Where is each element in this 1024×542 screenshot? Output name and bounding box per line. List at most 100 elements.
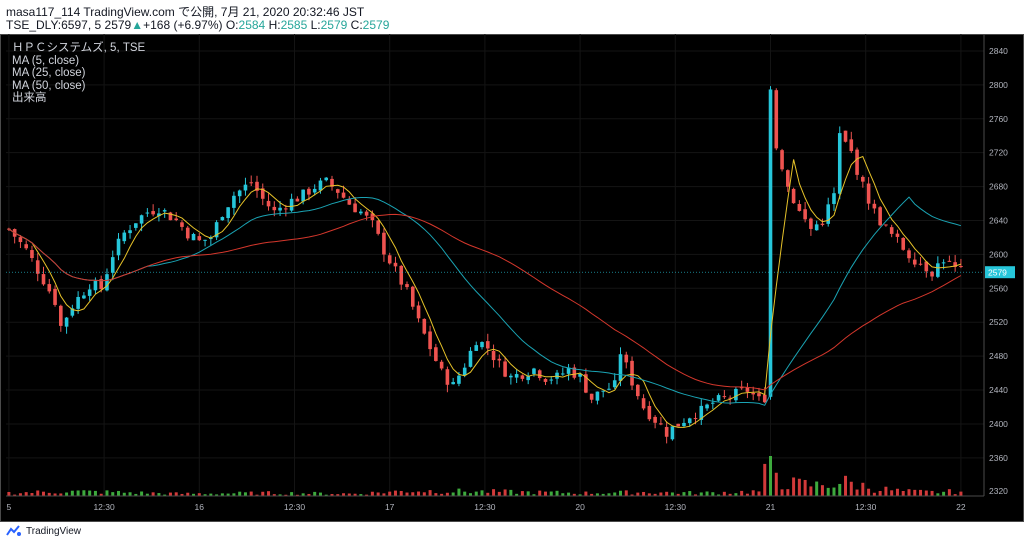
volume-bar <box>388 491 392 496</box>
candle-body <box>237 190 242 197</box>
legend-volume[interactable]: 出来高 <box>12 92 47 104</box>
high-label: H: <box>268 18 281 32</box>
volume-bar <box>301 493 305 496</box>
candle-body <box>243 184 248 191</box>
volume-bar <box>895 488 899 496</box>
candle-body <box>434 347 438 361</box>
candle-body <box>203 239 207 241</box>
volume-bar <box>70 490 74 496</box>
tradingview-brand[interactable]: TradingView <box>6 525 81 537</box>
candle-body <box>520 375 525 379</box>
candle-body <box>422 318 427 334</box>
candle-body <box>474 345 479 351</box>
volume-bar <box>907 489 911 496</box>
volume-bar <box>117 490 121 496</box>
candle-body <box>445 369 450 385</box>
candle-body <box>284 208 288 210</box>
legend-ma5[interactable]: MA (5, close) <box>12 54 80 67</box>
candle-body <box>99 279 104 290</box>
y-tick-label: 2640 <box>989 215 1008 225</box>
legend-ma50[interactable]: MA (50, close) <box>12 79 86 92</box>
legend-ma25[interactable]: MA (25, close) <box>12 67 86 79</box>
volume-bar <box>82 490 86 496</box>
volume-bar <box>42 491 46 496</box>
candle-body <box>953 262 957 267</box>
x-tick-label: 21 <box>766 502 776 512</box>
open-value: 2584 <box>238 18 266 32</box>
candle-body <box>405 284 409 288</box>
candle-body <box>64 317 69 327</box>
candle-body <box>682 422 686 427</box>
candle-body <box>618 354 623 381</box>
candle-body <box>878 207 882 226</box>
low-value: 2579 <box>320 18 348 32</box>
volume-bar <box>769 456 773 496</box>
candle-body <box>220 217 225 221</box>
candle-body <box>912 259 917 265</box>
ma50-line <box>8 213 962 391</box>
volume-bar <box>197 493 201 496</box>
y-tick-label: 2800 <box>989 80 1008 90</box>
candle-body <box>376 220 380 234</box>
candle-body <box>174 218 179 221</box>
candle-body <box>895 233 900 237</box>
volume-bar <box>434 493 438 496</box>
volume-bar <box>601 493 605 496</box>
candle-body <box>624 354 629 363</box>
candle-body <box>595 391 600 401</box>
volume-bar <box>792 477 796 496</box>
volume-bars <box>7 456 963 496</box>
price-change: +168 (+6.97%) <box>143 18 223 32</box>
volume-bar <box>532 494 536 496</box>
close-value: 2579 <box>362 18 390 32</box>
volume-bar <box>705 491 709 496</box>
candle-body <box>803 209 807 220</box>
low-label: L: <box>310 18 321 32</box>
candle-body <box>549 379 554 381</box>
candle-body <box>814 224 819 231</box>
volume-bar <box>803 479 807 496</box>
candle-body <box>353 203 357 213</box>
volume-bar <box>838 483 842 496</box>
price-axis: 2360 2400 2440 2480 2520 2560 2600 2640 2680 2720… <box>983 34 1008 496</box>
candle-body <box>889 227 894 234</box>
y-tick-label: 2680 <box>989 182 1008 192</box>
candle-body <box>387 255 392 264</box>
candle-body <box>630 360 634 386</box>
candle-body <box>768 89 773 397</box>
y-tick-label: 2440 <box>989 385 1008 395</box>
volume-bar <box>359 494 363 496</box>
volume-bar <box>324 494 328 496</box>
last-price: 2579 <box>104 18 132 32</box>
volume-bar <box>93 490 97 496</box>
candle-body <box>312 188 317 193</box>
candle-body <box>382 232 386 255</box>
volume-bar <box>884 486 888 496</box>
volume-bar <box>295 494 299 496</box>
candle-body <box>751 392 756 395</box>
candle-body <box>122 232 127 242</box>
candle-body <box>797 204 802 211</box>
volume-bar <box>774 472 778 496</box>
symbol-title: ＨＰＣシステムズ, 5, TSE <box>12 42 146 54</box>
candle-body <box>503 361 507 377</box>
ma5-line <box>8 155 962 428</box>
candle-body <box>35 260 40 274</box>
candle-body <box>260 188 265 199</box>
candle-body <box>359 211 363 214</box>
volume-bar <box>220 493 224 496</box>
x-tick-label: 20 <box>575 502 585 512</box>
volume-bar <box>820 485 824 496</box>
volume-bar <box>826 487 830 496</box>
volume-bar <box>538 490 542 496</box>
chart-frame[interactable] <box>0 34 1024 522</box>
change-arrow-icon: ▲ <box>131 18 144 32</box>
candle-body <box>87 289 92 296</box>
volume-bar <box>255 494 259 496</box>
ticker-symbol: TSE_DLY:6597, 5 <box>6 18 105 32</box>
volume-bar <box>18 493 22 496</box>
candle-body <box>485 341 490 349</box>
volume-bar <box>330 494 334 496</box>
y-tick-label: 2320 <box>989 486 1008 496</box>
